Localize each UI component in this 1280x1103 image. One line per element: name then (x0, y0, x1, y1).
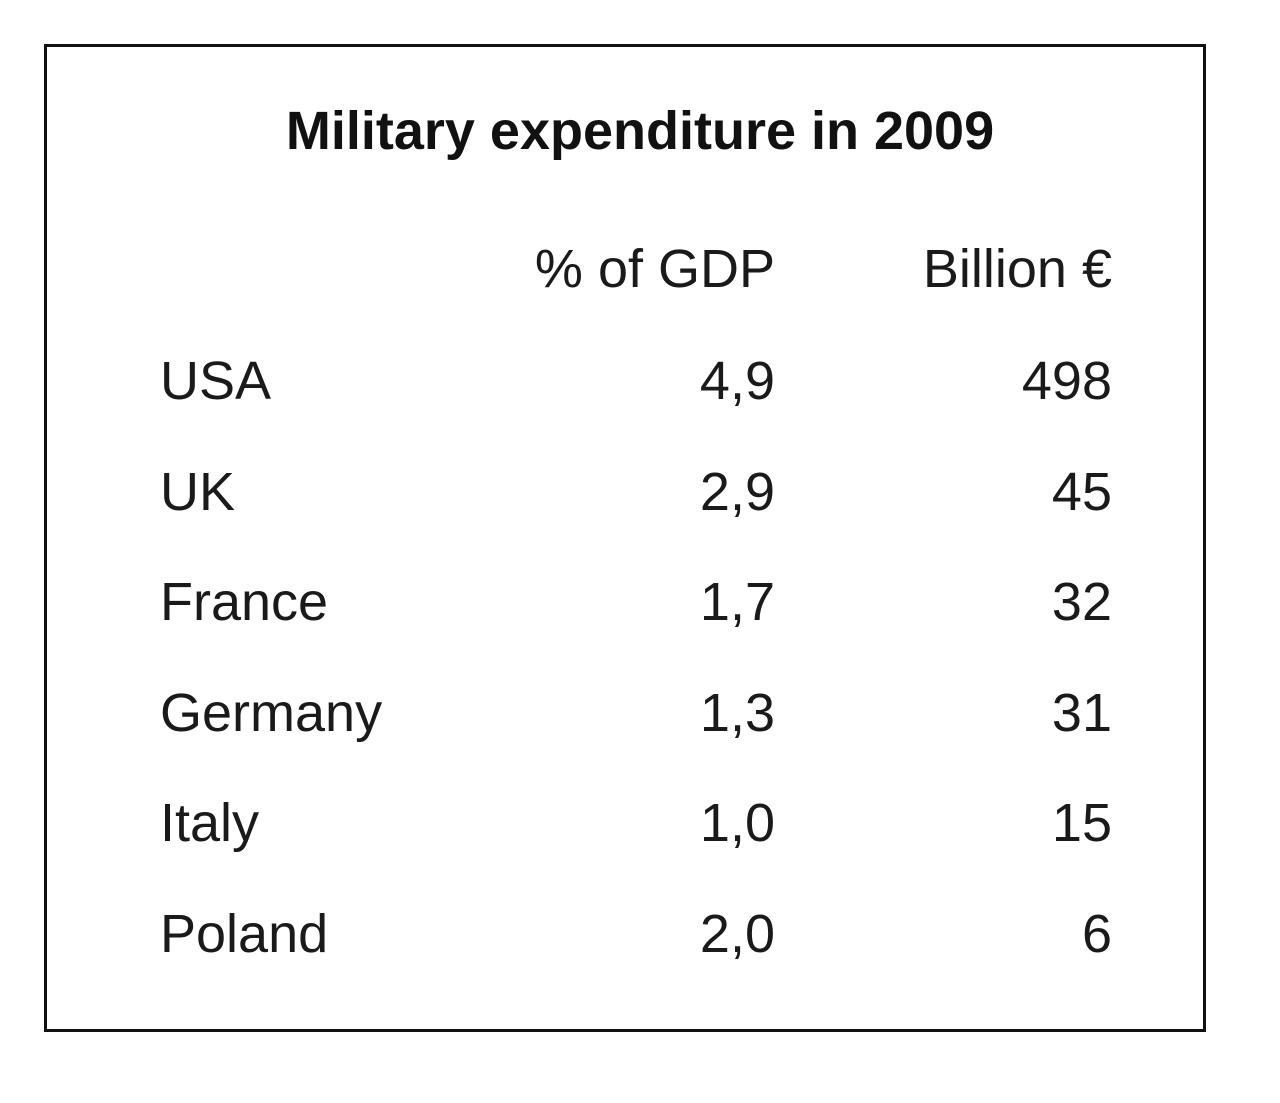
billion-eur-cell: 15 (1051, 793, 1112, 853)
billion-eur-cell: 6 (1081, 903, 1112, 964)
country-cell: Poland (160, 903, 329, 964)
table-row: France 1,7 32 (0, 571, 1280, 641)
gdp-pct-cell: 2,9 (699, 461, 775, 522)
country-cell: USA (160, 351, 272, 411)
gdp-pct-cell: 1,0 (699, 793, 775, 853)
table-title: Military expenditure in 2009 (285, 101, 995, 161)
billion-eur-cell: 31 (1051, 682, 1112, 743)
table-row: Italy 1,0 15 (0, 792, 1280, 862)
billion-eur-cell: 32 (1051, 572, 1112, 632)
country-cell: France (160, 572, 329, 632)
table-frame (44, 44, 1206, 1032)
gdp-pct-cell: 1,7 (699, 572, 775, 632)
gdp-pct-cell: 2,0 (699, 903, 775, 964)
table-row: Germany 1,3 31 (0, 682, 1280, 752)
header-gdp-pct: % of GDP (534, 239, 775, 299)
billion-eur-cell: 45 (1051, 461, 1112, 522)
table-row: Poland 2,0 6 (0, 903, 1280, 973)
header-billion-eur: Billion € (922, 239, 1112, 299)
gdp-pct-cell: 4,9 (699, 351, 775, 411)
table-row: UK 2,9 45 (0, 461, 1280, 531)
header-row: % of GDP Billion € (0, 238, 1280, 308)
billion-eur-cell: 498 (1021, 351, 1112, 411)
gdp-pct-cell: 1,3 (699, 682, 775, 743)
country-cell: Germany (160, 682, 383, 743)
country-cell: Italy (160, 793, 260, 853)
table-row: USA 4,9 498 (0, 350, 1280, 420)
country-cell: UK (160, 461, 236, 522)
